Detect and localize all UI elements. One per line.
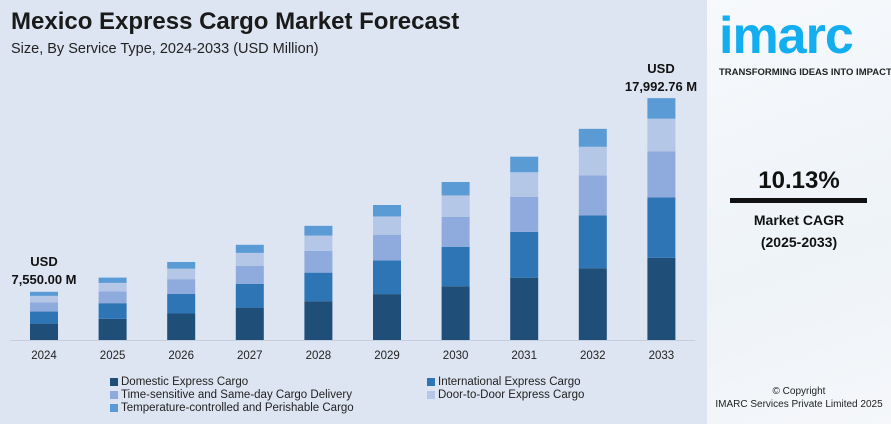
legend-label: International Express Cargo — [438, 376, 581, 388]
bar-segment — [167, 268, 196, 280]
bar-segment — [441, 286, 470, 340]
bar-segment — [373, 204, 401, 217]
last-value: 17,992.76 M — [624, 79, 698, 94]
bar-segment — [235, 265, 264, 284]
x-tick-label: 2033 — [649, 350, 675, 362]
bar-segment — [373, 234, 401, 261]
last-unit: USD — [647, 61, 675, 76]
logo-tagline: TRANSFORMING IDEAS INTO IMPACT — [719, 67, 891, 78]
bar-segment — [373, 294, 401, 340]
bar-segment — [647, 151, 676, 198]
bar-segment — [30, 311, 58, 324]
divider — [730, 198, 867, 203]
x-tick-label: 2026 — [168, 350, 194, 362]
copyright: © Copyright — [772, 386, 826, 397]
legend-label: Domestic Express Cargo — [121, 376, 249, 388]
cagr-value: 10.13% — [758, 167, 840, 194]
bar-segment — [304, 301, 333, 340]
bar-segment — [304, 225, 333, 236]
side-panel: imarc TRANSFORMING IDEAS INTO IMPACT 10.… — [707, 0, 891, 424]
bar-segment — [167, 293, 196, 314]
first-value: 7,550.00 M — [11, 272, 77, 287]
bar-segment — [578, 215, 607, 269]
bar-segment — [510, 156, 539, 173]
bar-segment — [578, 175, 607, 216]
bar-segment — [578, 268, 607, 340]
imarc-logo: imarc — [719, 7, 854, 65]
x-tick-label: 2031 — [511, 350, 537, 362]
last-value-annotation: USD 17,992.76 M — [616, 60, 706, 96]
legend-item-domestic: Domestic Express Cargo — [110, 376, 248, 388]
legend-label: Temperature-controlled and Perishable Ca… — [121, 402, 354, 414]
legend-item-international: International Express Cargo — [427, 376, 581, 388]
bar-segment — [304, 235, 333, 251]
bar-segment — [98, 303, 127, 319]
legend-item-door-to-door: Door-to-Door Express Cargo — [427, 389, 584, 401]
bar-segment — [167, 313, 196, 340]
legend-swatch — [110, 391, 118, 399]
x-tick-label: 2025 — [100, 350, 126, 362]
bar-segment — [98, 291, 127, 304]
bar-segment — [373, 216, 401, 235]
bar-segment — [441, 195, 470, 217]
bar-segment — [98, 318, 127, 340]
legend-item-time-sensitive: Time-sensitive and Same-day Cargo Delive… — [110, 389, 352, 401]
legend-item-temperature: Temperature-controlled and Perishable Ca… — [110, 402, 354, 414]
x-tick-label: 2029 — [374, 350, 400, 362]
legend-swatch — [110, 378, 118, 386]
bar-segment — [235, 283, 264, 308]
bar-segment — [647, 98, 676, 119]
bar-segment — [441, 182, 470, 196]
bar-segment — [167, 279, 196, 294]
x-tick-label: 2030 — [443, 350, 469, 362]
bar-segment — [441, 246, 470, 287]
bar-segment — [441, 216, 470, 247]
bar-segment — [304, 272, 333, 302]
chart-subtitle: Size, By Service Type, 2024-2033 (USD Mi… — [11, 41, 319, 57]
first-value-annotation: USD 7,550.00 M — [4, 253, 84, 289]
bar-segment — [98, 277, 127, 283]
bar-segment — [647, 257, 676, 340]
company-name: IMARC Services Private Limited 2025 — [715, 399, 883, 410]
bar-segment — [30, 295, 58, 303]
bar-segment — [647, 118, 676, 152]
bar-segment — [578, 128, 607, 147]
bar-segment — [235, 307, 264, 340]
x-tick-label: 2024 — [31, 350, 57, 362]
bar-segment — [30, 291, 58, 296]
bar-segment — [235, 252, 264, 266]
legend-swatch — [110, 404, 118, 412]
stacked-bar-chart: 2024 2025 2026 2027 2028 2029 2030 2031 2032 2033 — [10, 98, 695, 362]
bar-segment — [510, 172, 539, 198]
bar-segment — [235, 244, 264, 253]
bar-segment — [578, 146, 607, 176]
legend-label: Time-sensitive and Same-day Cargo Delive… — [121, 389, 352, 401]
first-unit: USD — [30, 254, 58, 269]
x-tick-label: 2027 — [237, 350, 263, 362]
bar-segment — [98, 282, 127, 292]
legend-swatch — [427, 378, 435, 386]
cagr-label: Market CAGR — [753, 212, 845, 228]
cagr-period: (2025-2033) — [760, 234, 838, 250]
chart-title: Mexico Express Cargo Market Forecast — [11, 8, 460, 35]
bar-segment — [30, 323, 58, 340]
bar-segment — [167, 261, 196, 269]
bar-segment — [647, 197, 676, 258]
bar-segment — [510, 277, 539, 340]
bar-segment — [510, 197, 539, 232]
legend-swatch — [427, 391, 435, 399]
x-tick-label: 2032 — [580, 350, 606, 362]
x-tick-label: 2028 — [306, 350, 332, 362]
legend-label: Door-to-Door Express Cargo — [438, 389, 585, 401]
bar-segment — [510, 231, 539, 278]
bar-segment — [304, 250, 333, 273]
bar-segment — [373, 260, 401, 295]
bar-segment — [30, 302, 58, 312]
